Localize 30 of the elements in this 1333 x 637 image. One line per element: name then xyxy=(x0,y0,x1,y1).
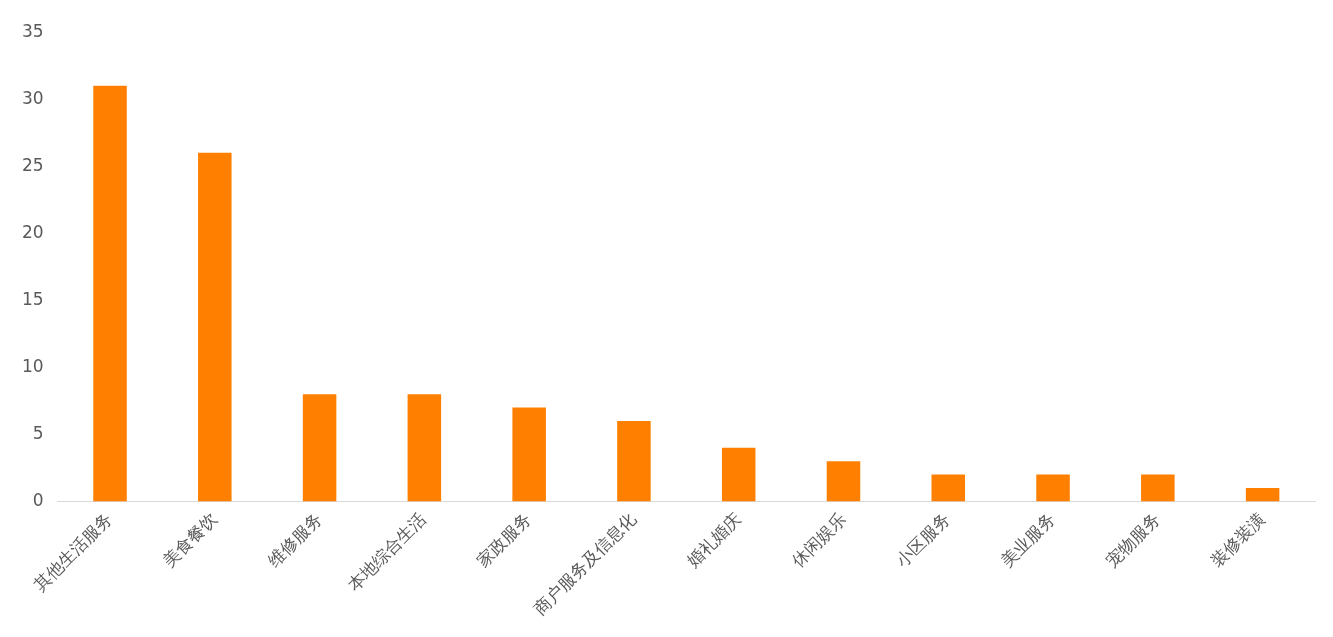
bar xyxy=(302,394,337,502)
x-tick-label: 维修服务 xyxy=(263,508,326,571)
y-tick-label: 5 xyxy=(32,422,44,443)
x-tick-label: 装修装潢 xyxy=(1206,508,1269,571)
bar xyxy=(407,394,442,502)
y-tick-label: 15 xyxy=(21,288,44,309)
x-tick-label: 婚礼婚庆 xyxy=(682,508,745,571)
x-tick-label: 小区服务 xyxy=(892,508,955,571)
x-tick-label: 宠物服务 xyxy=(1101,508,1164,571)
bar xyxy=(1141,474,1175,502)
x-tick-label: 休闲娱乐 xyxy=(787,508,850,571)
bar xyxy=(93,85,127,502)
y-tick-label: 30 xyxy=(21,87,44,108)
bar xyxy=(512,407,546,502)
y-tick-label: 20 xyxy=(21,221,44,242)
bar xyxy=(931,474,966,502)
bar xyxy=(721,447,756,502)
bar xyxy=(198,152,232,502)
y-tick-label: 25 xyxy=(21,154,44,175)
x-tick-label: 其他生活服务 xyxy=(29,508,116,595)
y-tick-label: 10 xyxy=(21,355,44,376)
x-tick-label: 本地综合生活 xyxy=(344,508,431,595)
bar xyxy=(1036,474,1070,502)
bar xyxy=(826,461,861,502)
x-tick-label: 美业服务 xyxy=(996,508,1059,571)
bar xyxy=(1245,488,1280,502)
x-tick-label: 美食餐饮 xyxy=(158,508,221,571)
y-tick-label: 35 xyxy=(21,20,44,41)
y-tick-label: 0 xyxy=(32,489,44,510)
bar xyxy=(617,420,651,502)
